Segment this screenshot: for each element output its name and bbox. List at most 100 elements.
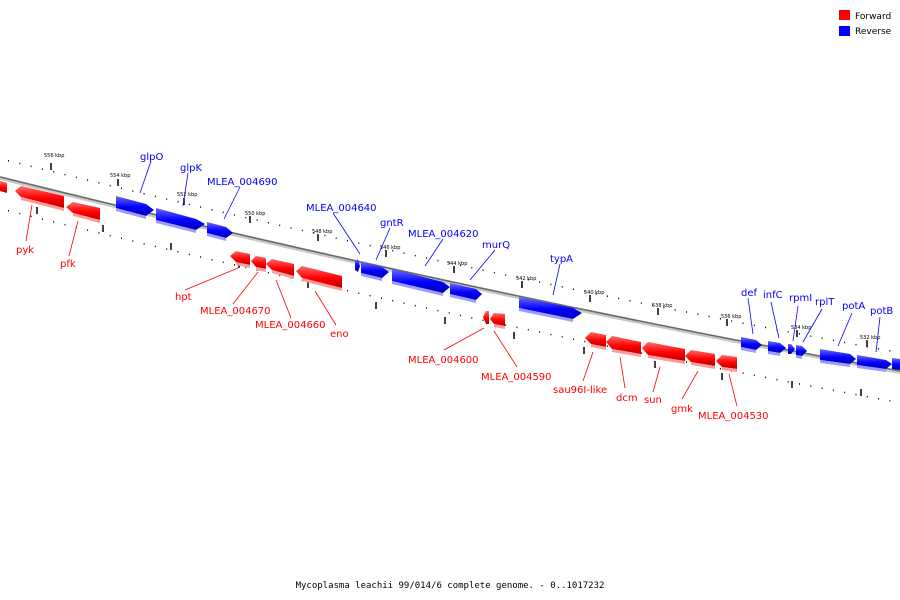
scale-dot	[188, 203, 190, 206]
scale-dot	[132, 240, 134, 242]
leader-line	[792, 305, 799, 342]
scale-dot	[584, 290, 586, 293]
scale-dot	[200, 256, 202, 258]
gene-glpO[interactable]	[116, 196, 154, 219]
scale-dot	[821, 337, 823, 339]
leader-line	[493, 330, 518, 368]
scale-dot	[799, 383, 800, 385]
scale-dot	[143, 243, 145, 245]
scale-dot	[584, 340, 586, 343]
gene-rpmI[interactable]	[788, 344, 795, 354]
gene-typA[interactable]	[519, 297, 582, 322]
scale-dot	[41, 218, 43, 220]
scale-dot	[403, 302, 405, 304]
leader-line	[182, 172, 189, 207]
scale-dot	[347, 289, 348, 292]
leader-line	[68, 220, 79, 257]
gene-MLEA_004640[interactable]	[355, 259, 360, 272]
scale-dot	[539, 281, 541, 283]
scale-dot	[493, 271, 495, 274]
gene-eno[interactable]	[296, 266, 342, 291]
scale-dot	[256, 219, 258, 221]
gene-label: MLEA_004690	[207, 177, 278, 188]
scale-dot	[53, 171, 55, 173]
gene-MLEA_004530[interactable]	[716, 355, 737, 372]
gene-sau96I-like[interactable]	[585, 332, 606, 350]
scale-dot	[787, 381, 789, 383]
gene-pfk[interactable]	[66, 202, 100, 223]
scale-dot	[878, 398, 880, 400]
gene-sun[interactable]	[642, 342, 685, 364]
gene-rplT[interactable]	[796, 345, 807, 359]
gene-MLEA_004660[interactable]	[266, 259, 294, 279]
scale-dot	[177, 201, 179, 203]
scale-dot	[878, 348, 880, 350]
gene-label: gntR	[380, 218, 404, 229]
gene-infC[interactable]	[768, 341, 786, 356]
leader-line	[552, 263, 561, 296]
scale-dot	[369, 244, 371, 247]
gene-label: glpK	[180, 163, 202, 174]
gene-MLEA_004590[interactable]	[490, 313, 505, 329]
scale-dot	[211, 209, 213, 211]
scale-dot	[550, 333, 552, 336]
scale-dot	[595, 293, 597, 295]
gene-label: MLEA_004590	[481, 372, 552, 383]
gene-label: pfk	[60, 259, 76, 270]
scale-dot	[606, 295, 608, 297]
scale-dot	[844, 341, 846, 344]
leader-line	[232, 271, 259, 305]
scale-dot	[765, 326, 767, 329]
leader-line	[275, 279, 292, 319]
scale-dot	[505, 274, 507, 276]
kbp-ticks: 556 kbp 554 kbp 552 kbp 550 kbp 548 kbp …	[44, 153, 880, 347]
gene-glpK[interactable]	[156, 208, 205, 233]
scale-dot	[482, 319, 484, 321]
gene-potA[interactable]	[820, 349, 856, 367]
leader-line	[582, 351, 594, 382]
scale-dot	[742, 372, 744, 374]
gene-def[interactable]	[741, 337, 762, 353]
gene-dcm[interactable]	[606, 336, 641, 357]
gene-gmk[interactable]	[685, 350, 715, 369]
tick-label: 548 kbp	[312, 229, 332, 235]
leader-line	[469, 249, 496, 281]
scale-dot	[87, 179, 89, 181]
gene-pyk[interactable]	[15, 186, 64, 211]
scale-dot	[290, 227, 292, 229]
legend-label-forward: Forward	[855, 12, 891, 22]
scale-dot	[437, 259, 439, 262]
scale-dot	[53, 221, 55, 223]
gene-pyk-left[interactable]	[0, 181, 7, 193]
scale-dot	[708, 315, 710, 318]
scale-dot	[245, 216, 247, 219]
gene-MLEA_004690[interactable]	[207, 222, 233, 241]
scale-dot	[324, 234, 326, 237]
gene-potB[interactable]	[857, 355, 900, 372]
gene-label: rpmI	[789, 293, 812, 304]
scale-dot	[460, 264, 461, 267]
gene-label: infC	[763, 290, 783, 301]
scale-dot	[573, 338, 574, 340]
gene-hpt[interactable]	[230, 251, 250, 268]
scale-dot	[776, 378, 778, 381]
gene-MLEA_004620[interactable]	[392, 269, 450, 296]
gene-label: MLEA_004640	[306, 203, 377, 214]
scale-dot	[30, 165, 32, 168]
gene-murQ[interactable]	[450, 283, 482, 303]
scale-dot	[674, 309, 676, 311]
scale-dot	[652, 304, 654, 307]
tick-label: 538 kbp	[652, 303, 672, 309]
gene-MLEA_004600[interactable]	[483, 311, 489, 324]
gene-MLEA_004670[interactable]	[251, 256, 266, 272]
scale-dot	[19, 162, 21, 165]
scale-dot	[8, 160, 9, 162]
leader-line	[875, 316, 881, 353]
leader-line	[25, 204, 33, 242]
scale-dots-lower	[8, 210, 891, 402]
gene-label: dcm	[616, 393, 638, 404]
scale-dot	[527, 279, 529, 281]
scale-dot	[719, 368, 721, 370]
gene-gntR[interactable]	[361, 262, 389, 281]
